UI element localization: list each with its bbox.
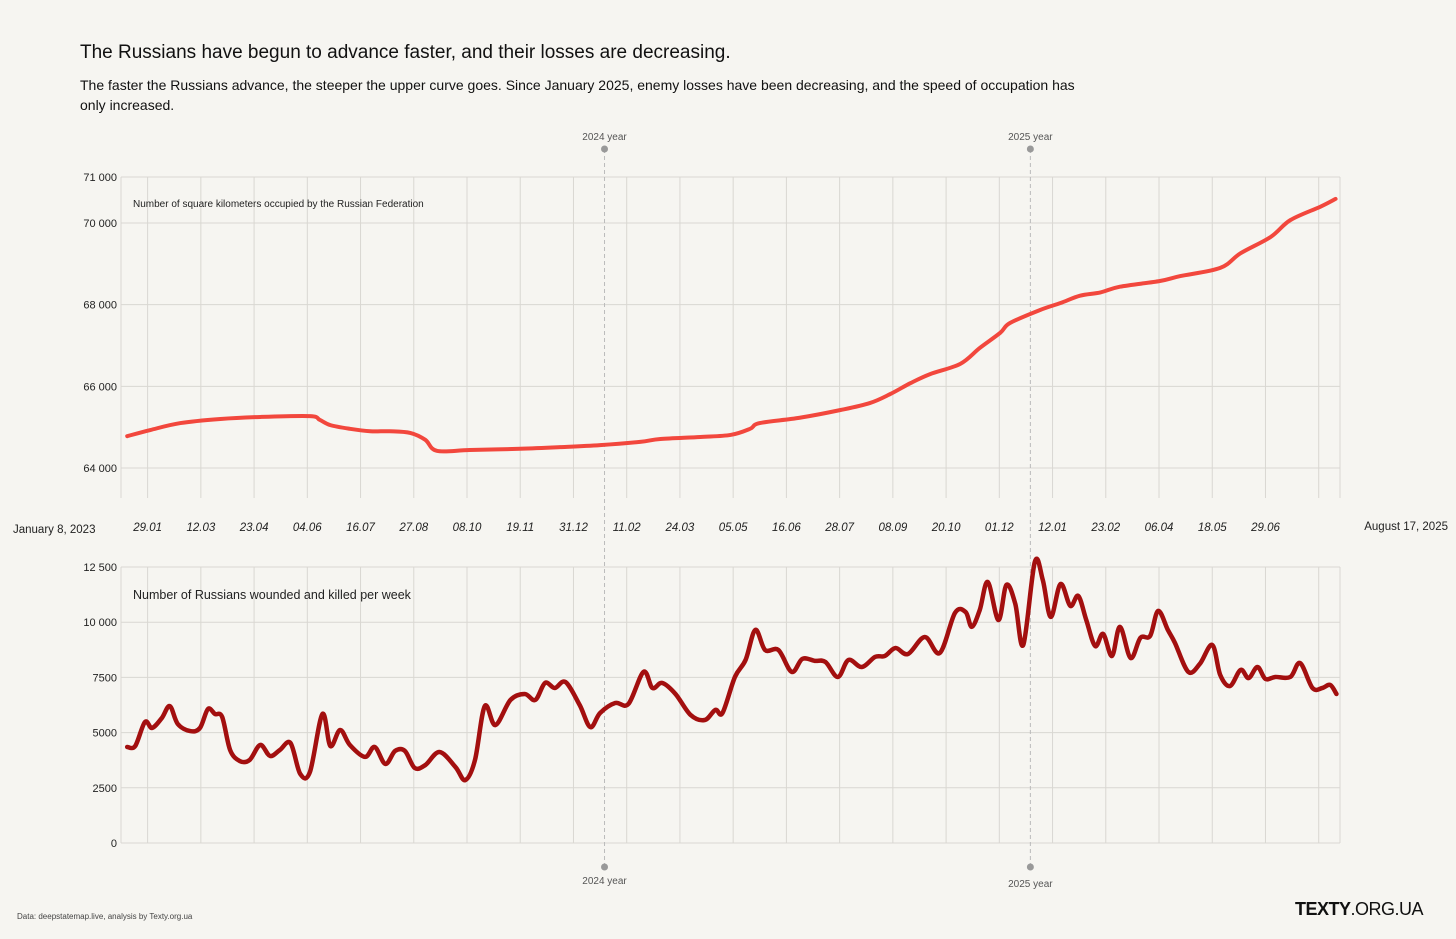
texty-logo: TEXTY.ORG.UA xyxy=(1294,899,1424,920)
x-tick-label: 19.11 xyxy=(506,522,534,534)
chart-subtitle: The faster the Russians advance, the ste… xyxy=(80,77,1075,113)
bottom-y-tick-label: 2500 xyxy=(93,783,117,795)
top-y-tick-label: 71 000 xyxy=(83,172,117,184)
territory-line xyxy=(125,196,1338,454)
top-y-tick-label: 66 000 xyxy=(83,381,117,393)
x-tick-label: 20.10 xyxy=(931,522,961,534)
x-tick-label: 11.02 xyxy=(613,522,642,534)
x-tick-label: 12.03 xyxy=(186,522,215,534)
year-marker-label-bottom: 2025 year xyxy=(1008,879,1053,890)
x-tick-label: 16.06 xyxy=(772,522,801,534)
x-tick-label: 23.04 xyxy=(239,522,269,534)
x-tick-label: 16.07 xyxy=(346,522,375,534)
year-marker-dot-top xyxy=(1026,145,1034,153)
year-marker-label-top: 2024 year xyxy=(582,132,627,143)
bottom-y-tick-label: 5000 xyxy=(93,728,117,740)
grid xyxy=(120,149,1341,867)
x-tick-label: 24.03 xyxy=(665,522,695,534)
top-y-tick-label: 64 000 xyxy=(83,463,117,475)
x-tick-label: 05.05 xyxy=(719,522,748,534)
x-tick-label: 23.02 xyxy=(1090,522,1120,534)
x-tick-label: 28.07 xyxy=(824,522,854,534)
bottom-y-tick-label: 7500 xyxy=(93,672,117,684)
year-marker-dot-bottom xyxy=(601,863,609,871)
top-y-tick-label: 70 000 xyxy=(83,218,117,230)
year-marker-label-bottom: 2024 year xyxy=(582,876,627,887)
x-tick-label: 06.04 xyxy=(1145,522,1174,534)
chart-title: The Russians have begun to advance faste… xyxy=(80,42,731,63)
year-marker-label-top: 2025 year xyxy=(1008,132,1053,143)
year-marker-dot-top xyxy=(601,145,609,153)
x-tick-label: 18.05 xyxy=(1198,522,1227,534)
bottom-chart-title: Number of Russians wounded and killed pe… xyxy=(133,588,412,602)
logo-bold: TEXTY xyxy=(1294,899,1351,919)
marks: 64 000 66 000 68 000 70 000 71 000 0 2500 5000 7… xyxy=(83,132,1339,890)
x-tick-label: 01.12 xyxy=(985,522,1014,534)
x-tick-label: 12.01 xyxy=(1038,522,1067,534)
year-marker-dot-bottom xyxy=(1026,863,1034,871)
x-start-label: January 8, 2023 xyxy=(13,524,95,536)
top-chart-title: Number of square kilometers occupied by … xyxy=(133,199,424,210)
bottom-y-tick-label: 12 500 xyxy=(83,562,117,574)
x-tick-label: 31.12 xyxy=(559,522,588,534)
x-tick-label: 04.06 xyxy=(293,522,322,534)
top-y-tick-label: 68 000 xyxy=(83,300,117,312)
x-end-label: August 17, 2025 xyxy=(1364,521,1448,533)
x-tick-label: 08.10 xyxy=(453,522,482,534)
x-tick-label: 29.01 xyxy=(132,522,162,534)
bottom-y-tick-label: 0 xyxy=(111,838,117,850)
source-note: Data: deepstatemap.live, analysis by Tex… xyxy=(17,912,193,921)
bottom-y-tick-label: 10 000 xyxy=(83,617,117,629)
x-tick-label: 27.08 xyxy=(398,522,428,534)
x-tick-label: 29.06 xyxy=(1250,522,1280,534)
logo-rest: .ORG.UA xyxy=(1350,899,1423,919)
x-tick-label: 08.09 xyxy=(878,522,907,534)
